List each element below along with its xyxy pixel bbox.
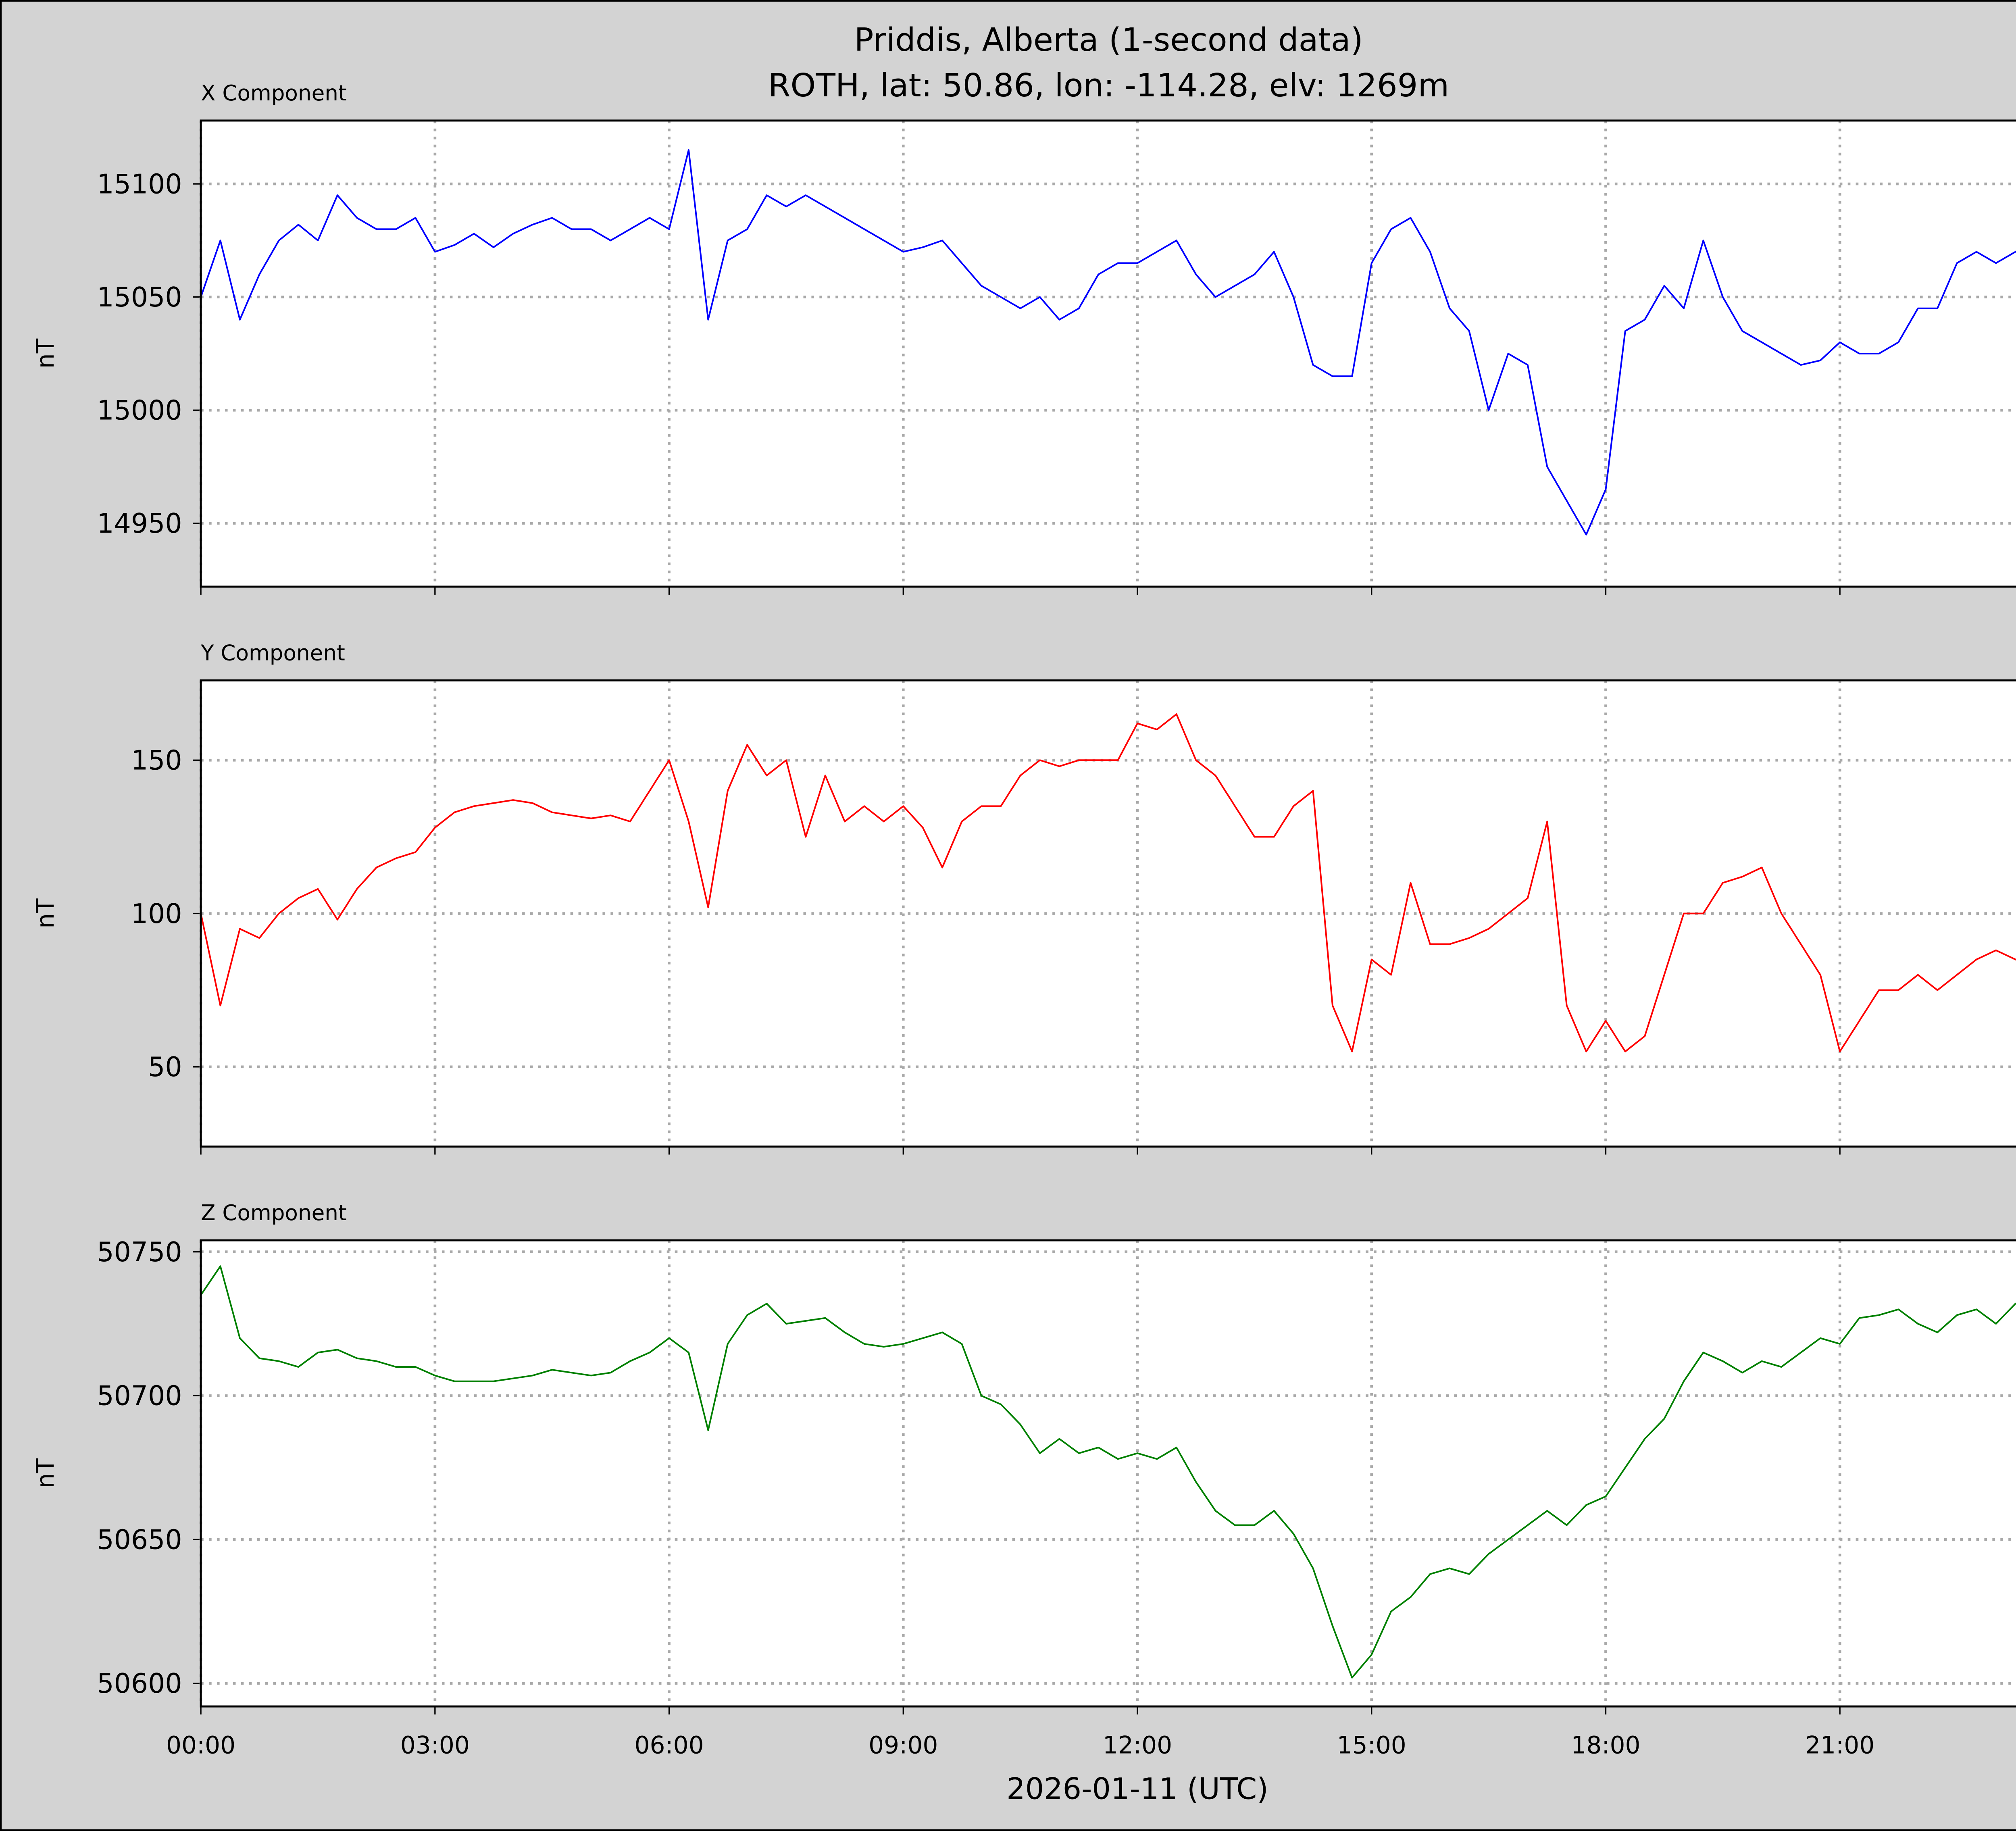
y-axis-label: nT [32, 1458, 60, 1488]
x-tick-label: 03:00 [400, 1731, 470, 1759]
y-tick-label: 15100 [97, 168, 182, 200]
x-tick-label: 15:00 [1337, 1731, 1406, 1759]
subplot-title: Z Component [201, 1200, 347, 1225]
plot-area [201, 1240, 2016, 1707]
y-axis-label: nT [32, 338, 60, 369]
figure-title: Priddis, Alberta (1-second data) [854, 21, 1363, 58]
y-tick-label: 50650 [97, 1524, 182, 1555]
data-line [200, 1265, 2016, 1679]
plot-frame [200, 1239, 2016, 1708]
y-tick-label: 15050 [97, 281, 182, 313]
y-tick-label: 15000 [97, 395, 182, 426]
y-tick-label: 50750 [97, 1236, 182, 1268]
plot-frame [200, 119, 2016, 588]
y-tick-label: 100 [131, 898, 182, 929]
y-axis-label: nT [32, 898, 60, 929]
x-tick-label: 18:00 [1571, 1731, 1640, 1759]
subplot-title: Y Component [200, 641, 345, 666]
x-axis-label: 2026-01-11 (UTC) [1006, 1772, 1268, 1806]
data-line [200, 149, 2016, 535]
plot-frame [200, 679, 2016, 1148]
x-tick-label: 21:00 [1805, 1731, 1874, 1759]
x-tick-label: 12:00 [1103, 1731, 1172, 1759]
plot-area [201, 120, 2016, 587]
y-tick-label: 50600 [97, 1668, 182, 1699]
x-tick-label: 06:00 [634, 1731, 704, 1759]
data-line [200, 713, 2016, 1052]
figure-subtitle: ROTH, lat: 50.86, lon: -114.28, elv: 126… [768, 67, 1449, 104]
y-tick-label: 14950 [97, 508, 182, 539]
x-tick-label: 09:00 [868, 1731, 938, 1759]
x-tick-label: 00:00 [166, 1731, 235, 1759]
y-tick-label: 50 [148, 1051, 182, 1083]
subplot-title: X Component [201, 81, 347, 106]
y-tick-label: 50700 [97, 1380, 182, 1412]
y-tick-label: 150 [131, 744, 182, 776]
